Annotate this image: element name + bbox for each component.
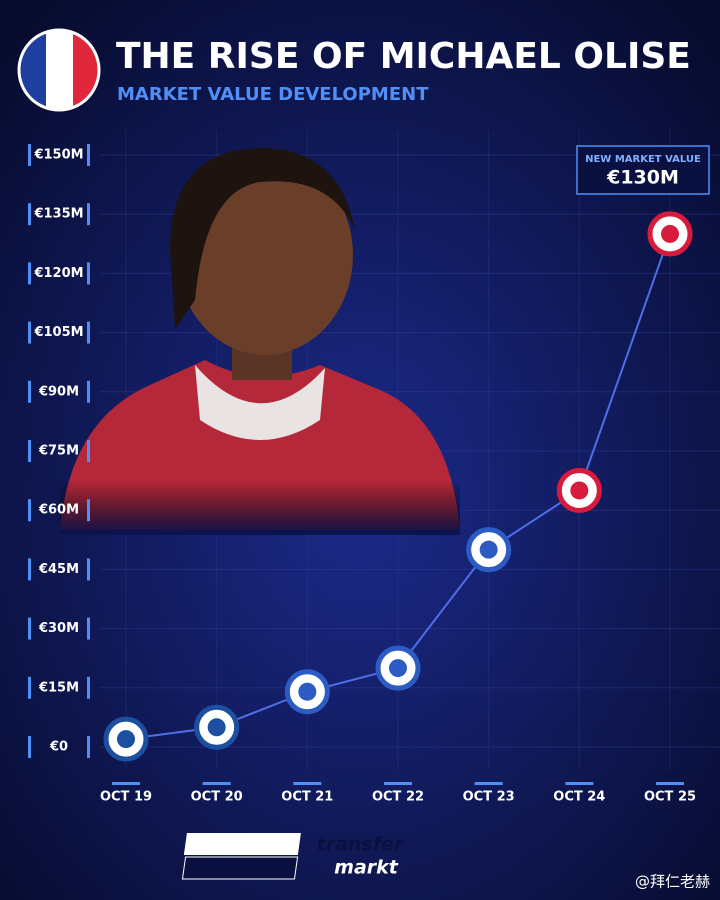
x-tick-bar: [202, 782, 231, 785]
x-tick-bar: [293, 782, 322, 785]
tick-bar: [28, 321, 31, 344]
tick-bar: [87, 321, 90, 344]
y-tick-label: €120M: [33, 266, 83, 281]
x-tick-bar: [474, 782, 503, 785]
x-tick-bar: [656, 782, 684, 785]
marker-inner: [661, 224, 679, 243]
y-tick-label: €135M: [33, 207, 83, 222]
y-tick-label: €0: [49, 740, 68, 755]
chart-subtitle: MARKET VALUE DEVELOPMENT: [117, 84, 429, 105]
x-tick-label: OCT 21: [281, 790, 333, 805]
tick-bar: [28, 558, 31, 581]
y-tick-label: €60M: [38, 503, 79, 518]
x-tick-label: OCT 19: [100, 790, 152, 805]
x-tick-bar: [112, 782, 140, 785]
x-tick-label: OCT 23: [463, 790, 515, 805]
tick-bar: [87, 440, 90, 462]
logo: transfer markt: [181, 833, 405, 880]
x-tick-label: OCT 25: [644, 790, 696, 805]
y-tick-label: €15M: [38, 680, 79, 695]
logo-top: transfer: [317, 834, 405, 856]
y-tick-label: €45M: [38, 562, 79, 577]
flag: [17, 28, 101, 112]
tick-bar: [87, 558, 90, 581]
tick-bar: [87, 380, 90, 403]
marker-inner: [479, 540, 498, 559]
annotation-label: NEW MARKET VALUE: [585, 154, 701, 165]
plot: €0 €15M €30M €45M €60M €75M €90M €105M €120M €135…: [28, 144, 696, 805]
logo-bottom: markt: [334, 857, 399, 879]
tick-bar: [28, 676, 31, 699]
x-tick-label: OCT 20: [191, 790, 243, 805]
chart-title: THE RISE OF MICHAEL OLISE: [116, 36, 691, 77]
tick-bar: [28, 440, 31, 462]
tick-bar: [87, 262, 90, 285]
y-tick-label: €105M: [33, 325, 83, 340]
tick-bar: [87, 617, 90, 640]
tick-bar: [28, 736, 31, 758]
x-tick-bar: [565, 782, 594, 785]
marker-inner: [207, 718, 226, 737]
tick-bar: [87, 144, 90, 166]
tick-bar: [28, 203, 31, 226]
value-label: €130M: [606, 167, 679, 189]
tick-bar: [28, 617, 31, 640]
tick-bar: [28, 380, 31, 403]
marker-inner: [298, 682, 317, 701]
marker-inner: [570, 481, 589, 500]
tick-bar: [87, 676, 90, 699]
marker-inner: [117, 730, 135, 749]
tick-bar: [28, 144, 31, 166]
tick-bar: [87, 499, 90, 522]
y-tick-label: €30M: [38, 621, 79, 636]
tick-bar: [28, 499, 31, 522]
tick-bar: [28, 262, 31, 285]
tick-bar: [87, 203, 90, 226]
x-tick-label: OCT 24: [553, 790, 605, 805]
watermark: @拜仁老赫: [635, 873, 710, 891]
y-tick-label: €90M: [38, 384, 79, 399]
y-tick-label: €75M: [38, 444, 79, 459]
x-tick-label: OCT 22: [372, 790, 424, 805]
tick-bar: [87, 736, 90, 758]
marker-inner: [389, 659, 407, 678]
player-photo: [60, 148, 460, 535]
y-tick-label: €150M: [33, 148, 83, 163]
x-tick-bar: [384, 782, 412, 785]
callout: NEW MARKET VALUE €130M: [576, 145, 710, 195]
